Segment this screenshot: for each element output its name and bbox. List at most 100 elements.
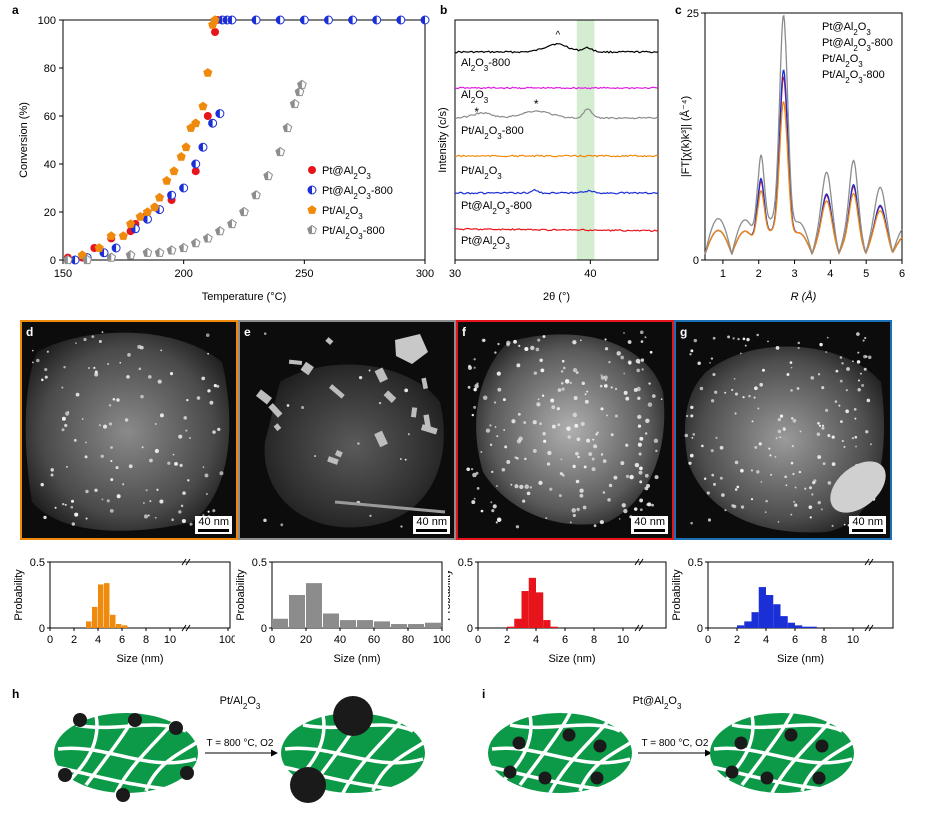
- pore-channel: [711, 765, 823, 791]
- pt-nanoparticle: [688, 461, 692, 465]
- pt-nanoparticle: [115, 466, 119, 470]
- pt-rod: [334, 500, 446, 514]
- pt-nanoparticle: [690, 349, 694, 353]
- pt-particle: [562, 728, 576, 742]
- pt-nanoparticle: [579, 488, 584, 493]
- pt-nanoparticle: [734, 488, 738, 491]
- pt-nanoparticle: [767, 340, 769, 343]
- y-tick-label: 20: [44, 207, 56, 219]
- pore-channel: [57, 746, 197, 765]
- marker-fill: [276, 148, 281, 156]
- pt-nanoparticle: [860, 372, 862, 375]
- pt-nanoparticle: [603, 384, 608, 388]
- pt-large-particle: [334, 449, 343, 458]
- x-tick-label: 300: [416, 268, 434, 280]
- pt-nanoparticle: [637, 414, 642, 420]
- y-axis-label: |FT[χ(k)k³]| (Å⁻⁴): [679, 96, 692, 177]
- pt-nanoparticle: [546, 462, 551, 466]
- pt-nanoparticle: [183, 416, 187, 420]
- pt-nanoparticle: [777, 417, 781, 422]
- pt-nanoparticle: [864, 336, 867, 340]
- panel-label-f: f: [462, 325, 466, 339]
- pt-nanoparticle: [572, 340, 577, 345]
- marker-fill: [218, 16, 223, 24]
- legend-label: Pt@Al2O3: [822, 21, 871, 37]
- pt-nanoparticle: [207, 389, 211, 393]
- pt-nanoparticle: [740, 352, 742, 355]
- pt-nanoparticle: [207, 352, 210, 355]
- pt-nanoparticle: [157, 379, 162, 384]
- conversion-chart: a 150 200 250 300 0 20 40 60 80 100 Temperature (°C…: [12, 3, 434, 303]
- pt-nanoparticle: [825, 351, 828, 353]
- legend-label: Pt@Al2O3-800: [322, 185, 393, 201]
- data-point: [111, 243, 121, 253]
- pt-nanoparticle: [178, 434, 183, 439]
- pt-nanoparticle: [50, 473, 54, 477]
- data-point: [162, 176, 172, 185]
- pt-nanoparticle: [733, 378, 736, 380]
- data-point: [263, 170, 273, 181]
- arrow-head: [705, 749, 712, 757]
- pt-nanoparticle: [625, 474, 630, 479]
- x-tick-label: 2: [71, 634, 77, 646]
- pt-nanoparticle: [50, 468, 54, 472]
- pt-nanoparticle: [44, 375, 48, 379]
- pore-channel: [284, 746, 424, 765]
- pt-nanoparticle: [543, 439, 547, 443]
- pt-nanoparticle: [169, 372, 174, 376]
- pt-nanoparticle: [571, 508, 576, 513]
- pt-nanoparticle: [209, 400, 214, 405]
- pt-nanoparticle: [128, 464, 133, 469]
- pt-nanoparticle: [93, 366, 96, 369]
- histogram-bar: [374, 621, 390, 628]
- plot-frame: [62, 19, 426, 261]
- pt-nanoparticle: [154, 516, 157, 519]
- pt-nanoparticle: [473, 358, 476, 361]
- pt-nanoparticle: [513, 339, 517, 344]
- pt-nanoparticle: [102, 424, 108, 429]
- pt-nanoparticle: [485, 428, 491, 433]
- histogram-bar: [550, 626, 558, 628]
- support-particle: [264, 364, 444, 528]
- y-tick-label: 0.5: [252, 557, 267, 569]
- pt-nanoparticle: [475, 471, 479, 475]
- x-axis-label: 2θ (°): [543, 291, 570, 303]
- pt-nanoparticle: [710, 399, 715, 403]
- pt-nanoparticle: [522, 499, 526, 503]
- pt-nanoparticle: [595, 433, 598, 436]
- pt-nanoparticle: [154, 448, 159, 454]
- pt-nanoparticle: [790, 513, 793, 516]
- pt-nanoparticle: [816, 432, 821, 437]
- pt-large-particle: [273, 423, 282, 432]
- marker-fill: [227, 16, 232, 24]
- pt-nanoparticle: [196, 396, 201, 400]
- data-point: [282, 122, 293, 133]
- pt-nanoparticle: [593, 524, 597, 528]
- pt-nanoparticle: [98, 340, 102, 343]
- pt-nanoparticle: [817, 455, 822, 459]
- pt-nanoparticle: [517, 412, 521, 416]
- pore-channel: [770, 717, 834, 794]
- histogram-bar: [323, 613, 339, 628]
- pt-nanoparticle: [107, 363, 110, 366]
- marker-fill: [421, 16, 425, 24]
- pt-particle: [760, 771, 774, 785]
- pt-nanoparticle: [532, 448, 537, 453]
- pt-nanoparticle: [515, 525, 520, 529]
- trace-label: Pt/Al2O3: [461, 165, 502, 181]
- pt-nanoparticle: [178, 510, 182, 514]
- pt-nanoparticle: [74, 512, 79, 517]
- plot-frame: [454, 19, 659, 261]
- pt-nanoparticle: [697, 361, 701, 366]
- axis-break: [634, 558, 640, 566]
- plot-frame: [49, 561, 231, 629]
- pt-nanoparticle: [495, 521, 498, 524]
- legend-marker-fill: [308, 226, 312, 233]
- pt-nanoparticle: [831, 524, 834, 527]
- legend-label: Pt@Al2O3-800: [822, 37, 893, 53]
- pt-nanoparticle: [557, 388, 562, 392]
- pt-nanoparticle: [126, 375, 130, 379]
- pt-nanoparticle: [818, 424, 822, 427]
- pt-nanoparticle: [572, 513, 576, 518]
- pt-nanoparticle: [404, 458, 407, 461]
